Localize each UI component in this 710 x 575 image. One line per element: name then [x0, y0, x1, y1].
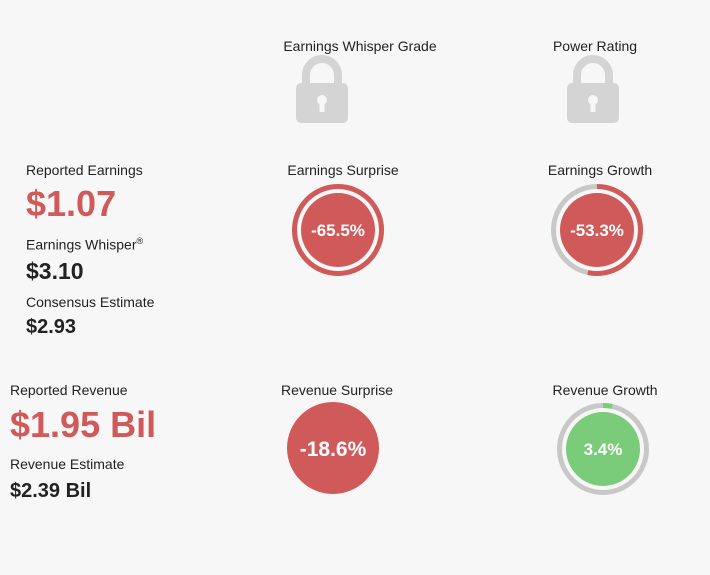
consensus-estimate-value: $2.93 — [26, 316, 77, 338]
earnings-growth-label: Earnings Growth — [547, 162, 653, 178]
earnings-whisper-value: $3.10 — [26, 258, 84, 284]
reported-earnings-value: $1.07 — [26, 183, 117, 224]
reported-revenue-value: $1.95 Bil — [10, 404, 157, 445]
earnings-growth-value: -53.3% — [570, 221, 624, 240]
earnings-surprise-value: -65.5% — [311, 221, 365, 240]
gauge-progress-arc — [292, 184, 384, 276]
revenue-surprise-gauge: -18.6% — [287, 402, 379, 494]
revenue-growth-label: Revenue Growth — [552, 382, 658, 398]
reported-revenue-label: Reported Revenue — [10, 382, 128, 398]
gauge-fill — [566, 412, 640, 486]
gauge-progress-arc — [557, 403, 649, 495]
whisper-grade-label: Earnings Whisper Grade — [283, 38, 437, 54]
reported-earnings-label: Reported Earnings — [26, 162, 143, 178]
gauge-fill — [301, 193, 375, 267]
revenue-estimate-value: $2.39 Bil — [10, 480, 92, 502]
earnings-growth-gauge: -53.3% — [551, 184, 643, 276]
earnings-whisper-label: Earnings Whisper® — [26, 236, 144, 253]
gauge-fill — [287, 402, 379, 494]
revenue-growth-value: 3.4% — [584, 440, 623, 459]
consensus-estimate-label: Consensus Estimate — [26, 294, 155, 310]
earnings-surprise-gauge: -65.5% — [292, 184, 384, 276]
revenue-growth-gauge: 3.4% — [557, 403, 649, 495]
earnings-surprise-label: Earnings Surprise — [287, 162, 399, 178]
revenue-estimate-label: Revenue Estimate — [10, 456, 125, 472]
lock-icon — [296, 55, 348, 123]
revenue-surprise-value: -18.6% — [300, 438, 367, 461]
gauge-progress-arc — [551, 184, 643, 276]
gauge-fill — [560, 193, 634, 267]
lock-icon — [567, 55, 619, 123]
revenue-surprise-label: Revenue Surprise — [280, 382, 394, 398]
power-rating-label: Power Rating — [552, 38, 638, 54]
